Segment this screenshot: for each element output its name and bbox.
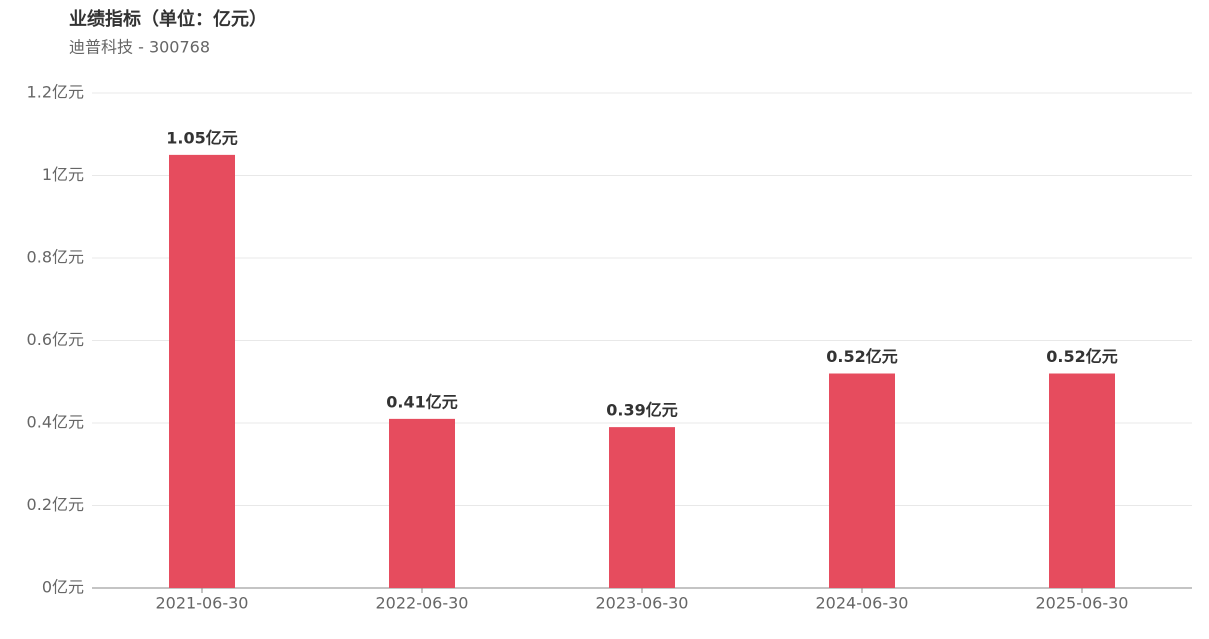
y-tick-label: 0.4亿元 (27, 413, 84, 432)
value-label: 0.39亿元 (606, 401, 677, 420)
y-tick-label: 0.8亿元 (27, 248, 84, 267)
value-label: 1.05亿元 (166, 128, 237, 147)
y-tick-label: 1亿元 (42, 165, 84, 184)
x-tick-label: 2025-06-30 (1036, 594, 1129, 613)
y-tick-label: 0.6亿元 (27, 330, 84, 349)
bar (829, 373, 895, 588)
value-label: 0.52亿元 (1046, 347, 1117, 366)
x-tick-label: 2023-06-30 (596, 594, 689, 613)
chart-title: 业绩指标（单位：亿元） (69, 8, 267, 30)
value-label: 0.52亿元 (826, 347, 897, 366)
value-label: 0.41亿元 (386, 392, 457, 411)
x-tick-label: 2024-06-30 (816, 594, 909, 613)
y-tick-label: 0.2亿元 (27, 495, 84, 514)
bar (389, 418, 455, 588)
x-tick-label: 2022-06-30 (376, 594, 469, 613)
bar (169, 154, 235, 588)
bar (1049, 373, 1115, 588)
y-tick-label: 0亿元 (42, 578, 84, 597)
chart-subtitle: 迪普科技 - 300768 (69, 38, 210, 57)
x-tick-label: 2021-06-30 (156, 594, 249, 613)
bar (609, 427, 675, 588)
y-tick-label: 1.2亿元 (27, 83, 84, 102)
